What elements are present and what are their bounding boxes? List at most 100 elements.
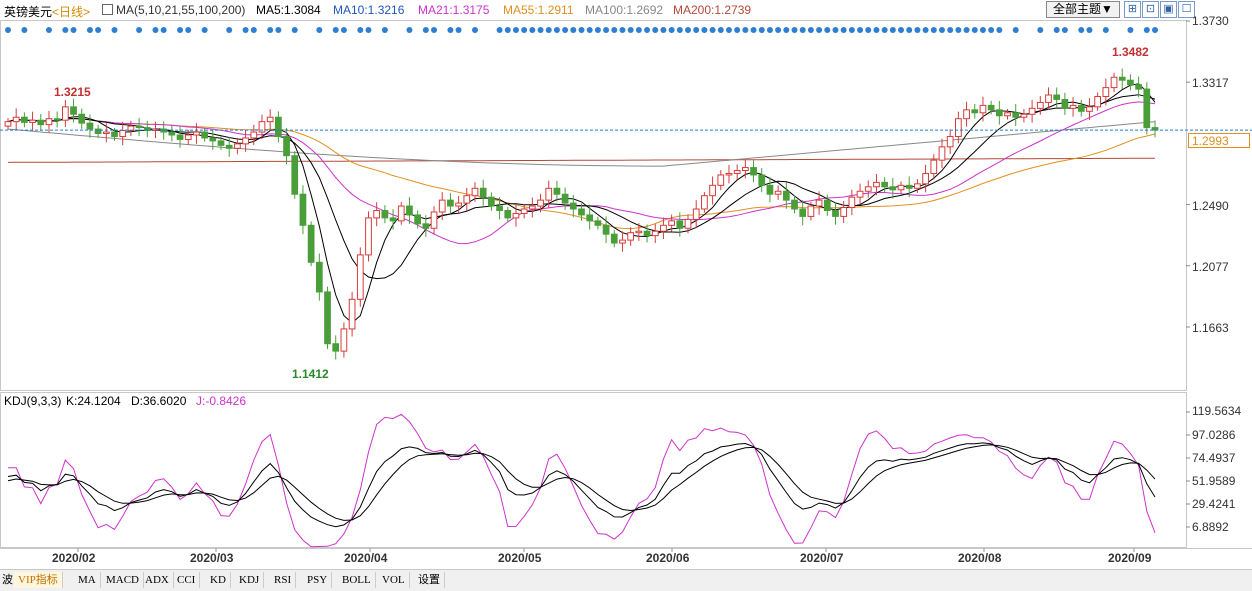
candle-body <box>225 144 233 149</box>
zoom-icon[interactable]: ⊡ <box>1142 1 1159 18</box>
signal-dot <box>455 27 462 33</box>
signal-dot <box>340 27 347 33</box>
candle-body <box>840 207 848 217</box>
candle-body <box>430 211 438 229</box>
candle-body <box>651 230 659 237</box>
tab-boll[interactable]: BOLL <box>338 572 376 588</box>
close-icon[interactable]: ☐ <box>1178 1 1195 18</box>
signal-dot <box>693 27 700 33</box>
indicator-tabs: 波 VIP指标 MA MACD ADX CCI KD KDJ RSI PSY B… <box>0 569 1252 591</box>
ma200-value: MA200:1.2739 <box>673 3 752 17</box>
period-label[interactable]: <日线> <box>52 5 91 19</box>
candle-body <box>520 208 528 214</box>
signal-dot <box>504 27 511 33</box>
candle-body <box>512 212 520 219</box>
candle-body <box>21 116 28 123</box>
signal-dot <box>758 27 765 33</box>
tab-vol[interactable]: VOL <box>378 572 410 588</box>
signal-dot <box>865 27 872 33</box>
signal-dot <box>742 27 749 33</box>
candle-body <box>78 113 86 124</box>
candle-body <box>717 174 725 186</box>
crosshair-icon[interactable]: ⊞ <box>1124 1 1141 18</box>
signal-dot <box>611 27 618 33</box>
signal-dot <box>898 27 905 33</box>
signal-dot <box>152 27 159 33</box>
candle-body <box>586 214 594 222</box>
signal-dot <box>185 27 192 33</box>
tab-macd[interactable]: MACD <box>102 572 145 588</box>
signal-dot <box>627 27 634 33</box>
signal-dot <box>619 27 626 33</box>
signal-dot <box>840 27 847 33</box>
tab-settings[interactable]: 设置 <box>414 572 445 588</box>
signal-dot <box>267 27 274 33</box>
tab-rsi[interactable]: RSI <box>270 572 297 588</box>
kdj-k-value: K:24.1204 <box>66 394 121 408</box>
signal-dot <box>824 27 831 33</box>
maximize-icon[interactable]: ▣ <box>1160 1 1177 18</box>
signal-dot <box>160 27 167 33</box>
signal-dot <box>562 27 569 33</box>
candle-body <box>234 143 241 149</box>
candle-body <box>864 186 872 192</box>
signal-dot <box>701 27 708 33</box>
date-label: 2020/05 <box>498 551 542 565</box>
candle-body <box>995 109 1003 117</box>
candle-body <box>1110 76 1118 89</box>
tab-adx[interactable]: ADX <box>141 572 174 588</box>
signal-dot <box>5 27 11 33</box>
candle-body <box>258 121 266 133</box>
signal-dot <box>365 27 372 33</box>
signal-dot <box>799 27 806 33</box>
signal-dot <box>807 27 814 33</box>
signal-dot <box>857 27 864 33</box>
date-label: 2020/09 <box>1108 551 1152 565</box>
signal-dot <box>906 27 913 33</box>
candle-body <box>578 208 585 216</box>
ma10-value: MA10:1.3216 <box>333 3 405 17</box>
candle-body <box>1077 104 1085 112</box>
signal-dot <box>136 27 143 33</box>
signal-dot <box>586 27 593 33</box>
candle-body <box>1053 94 1061 100</box>
candle-body <box>324 291 331 345</box>
signal-dot <box>1012 27 1019 33</box>
candle-body <box>447 199 454 207</box>
candle-body <box>823 199 831 211</box>
candle-body <box>619 239 626 244</box>
signal-dot <box>1053 27 1060 33</box>
tab-ma[interactable]: MA <box>74 572 101 588</box>
signal-dot <box>938 27 945 33</box>
tab-kd[interactable]: KD <box>206 572 231 588</box>
signal-dot <box>291 27 298 33</box>
candle-body <box>397 205 405 222</box>
candle-body <box>881 181 889 188</box>
signal-dot <box>963 27 970 33</box>
date-label: 2020/06 <box>646 551 690 565</box>
tab-kdj[interactable]: KDJ <box>235 572 265 588</box>
signal-dot <box>250 27 257 33</box>
ma-settings-icon[interactable] <box>102 4 113 15</box>
tab-psy[interactable]: PSY <box>303 572 333 588</box>
candle-body <box>774 190 782 195</box>
candle-body <box>930 159 938 174</box>
candle-body <box>283 135 290 157</box>
candle-body <box>955 118 962 137</box>
date-label: 2020/02 <box>52 551 96 565</box>
candle-body <box>307 224 315 263</box>
candle-body <box>168 131 176 136</box>
candle-body <box>250 131 258 139</box>
tab-cci[interactable]: CCI <box>173 572 201 588</box>
theme-dropdown-button[interactable]: 全部主题▼ <box>1046 1 1120 18</box>
ma21-line <box>7 101 1156 245</box>
candle-body <box>782 190 790 201</box>
ma21-value: MA21:1.3175 <box>418 3 490 17</box>
candle-body <box>946 135 954 148</box>
candle-body <box>299 193 307 226</box>
candle-body <box>561 193 569 204</box>
signal-dot <box>521 27 528 33</box>
signal-dot <box>750 27 757 33</box>
candle-body <box>119 130 127 137</box>
tab-vip-indicator[interactable]: VIP指标 <box>14 572 63 588</box>
